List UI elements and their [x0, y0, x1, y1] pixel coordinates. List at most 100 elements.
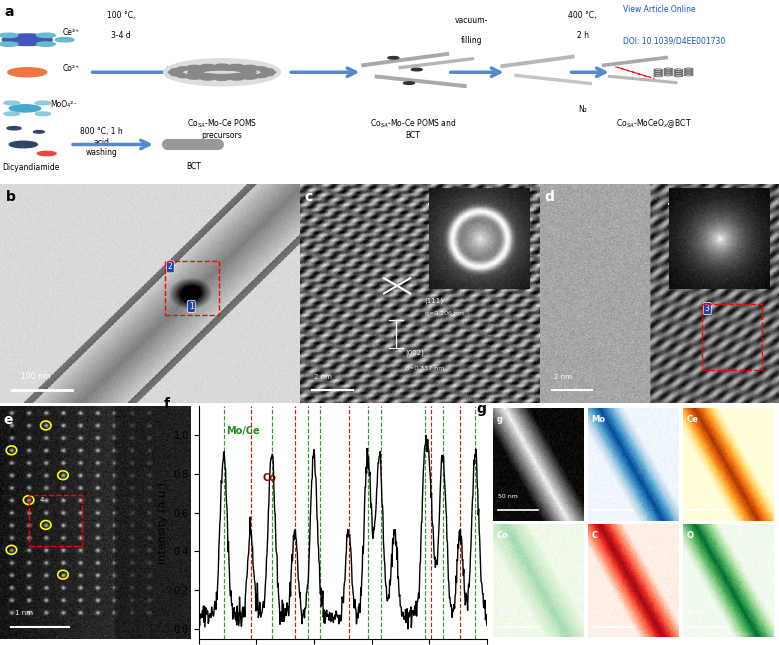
Text: 3-4 d: 3-4 d: [111, 31, 131, 40]
Text: g: g: [476, 402, 486, 416]
Text: Mo: Mo: [591, 415, 605, 424]
Circle shape: [33, 130, 44, 133]
Text: c: c: [305, 190, 313, 204]
Text: 50 nm: 50 nm: [687, 610, 707, 615]
Text: (111): (111): [425, 297, 444, 304]
Circle shape: [188, 70, 202, 74]
Circle shape: [188, 76, 202, 79]
Circle shape: [215, 74, 229, 77]
Circle shape: [168, 70, 182, 74]
Text: 3: 3: [705, 304, 710, 313]
Circle shape: [0, 42, 18, 46]
Circle shape: [193, 68, 207, 72]
Text: Ce³⁺: Ce³⁺: [62, 28, 79, 37]
Text: Mo/Ce: Mo/Ce: [226, 426, 259, 436]
Text: Co$_{SA}$-Mo-Ce POMS and
BCT: Co$_{SA}$-Mo-Ce POMS and BCT: [369, 117, 456, 141]
Text: 4: 4: [40, 497, 44, 502]
Text: a: a: [4, 5, 13, 19]
Text: e: e: [4, 413, 13, 428]
Circle shape: [231, 74, 245, 77]
Circle shape: [259, 68, 273, 72]
Text: 50 nm: 50 nm: [687, 494, 707, 499]
Circle shape: [388, 57, 399, 59]
Text: MoO₄²⁻: MoO₄²⁻: [51, 100, 78, 109]
Text: 1 nm: 1 nm: [16, 610, 33, 617]
Circle shape: [37, 42, 55, 46]
Text: acid
washing: acid washing: [86, 138, 117, 157]
Text: 10 nm⁻¹: 10 nm⁻¹: [432, 191, 457, 196]
Text: 2 nm: 2 nm: [314, 374, 332, 380]
Text: Dicyandiamide: Dicyandiamide: [2, 163, 60, 172]
Text: Co: Co: [262, 473, 276, 482]
Text: b: b: [6, 190, 16, 204]
Circle shape: [199, 74, 213, 77]
Text: 50 nm: 50 nm: [592, 610, 612, 615]
Circle shape: [411, 68, 422, 71]
Circle shape: [259, 73, 273, 76]
Text: (002): (002): [406, 350, 425, 357]
Text: C: C: [591, 531, 597, 540]
Circle shape: [177, 74, 191, 77]
Circle shape: [206, 74, 220, 77]
Circle shape: [224, 67, 238, 70]
Circle shape: [171, 68, 185, 72]
Circle shape: [171, 73, 185, 76]
Text: 100 nm: 100 nm: [21, 372, 50, 381]
Circle shape: [177, 67, 191, 70]
Text: DOI: 10.1039/D4EE001730: DOI: 10.1039/D4EE001730: [623, 36, 725, 45]
Circle shape: [237, 68, 251, 72]
Text: d=0.337 nm: d=0.337 nm: [406, 366, 445, 372]
Circle shape: [9, 141, 37, 148]
Text: filling: filling: [460, 36, 482, 45]
Text: 800 °C, 1 h: 800 °C, 1 h: [80, 126, 122, 135]
Text: N₂: N₂: [578, 105, 587, 114]
Circle shape: [224, 74, 238, 77]
Text: 1: 1: [189, 302, 194, 311]
Circle shape: [206, 67, 220, 70]
Circle shape: [200, 77, 214, 80]
Text: vacuum-: vacuum-: [455, 17, 488, 26]
Circle shape: [253, 74, 267, 77]
Circle shape: [237, 73, 251, 76]
Circle shape: [242, 70, 256, 74]
Circle shape: [253, 67, 267, 70]
Circle shape: [188, 65, 202, 68]
Circle shape: [2, 34, 52, 46]
Circle shape: [241, 70, 255, 73]
Text: 10 nm⁻¹: 10 nm⁻¹: [671, 191, 697, 196]
Circle shape: [215, 77, 229, 81]
Circle shape: [4, 112, 19, 115]
Bar: [165, 261, 219, 315]
Text: 2: 2: [168, 263, 173, 272]
Text: 2 h: 2 h: [576, 31, 589, 40]
Circle shape: [8, 68, 47, 77]
Circle shape: [35, 112, 51, 115]
Text: d=0.206 nm: d=0.206 nm: [425, 312, 464, 317]
Text: 2 nm: 2 nm: [554, 374, 572, 380]
Text: Co$_{SA}$-MoCeO$_x$@BCT: Co$_{SA}$-MoCeO$_x$@BCT: [616, 117, 693, 130]
Circle shape: [242, 76, 256, 79]
Circle shape: [4, 101, 19, 104]
Circle shape: [241, 72, 255, 75]
Text: g: g: [497, 415, 502, 424]
Text: 50 nm: 50 nm: [498, 494, 517, 499]
Bar: [29, 495, 82, 546]
Text: 100 °C,: 100 °C,: [107, 11, 135, 20]
Circle shape: [215, 67, 229, 70]
Circle shape: [35, 101, 51, 104]
Circle shape: [193, 73, 207, 76]
Circle shape: [37, 152, 56, 155]
Text: f: f: [164, 397, 170, 411]
Bar: [703, 304, 763, 370]
Text: 400 °C,: 400 °C,: [569, 11, 597, 20]
Text: 50 nm: 50 nm: [592, 494, 612, 499]
Circle shape: [200, 64, 214, 68]
Circle shape: [37, 33, 55, 37]
Circle shape: [164, 59, 280, 86]
Text: Co: Co: [497, 531, 509, 540]
Y-axis label: Intensity (a.u.): Intensity (a.u.): [158, 481, 168, 564]
Text: Co$_{SA}$-Mo-Ce POMS
precursors: Co$_{SA}$-Mo-Ce POMS precursors: [187, 117, 257, 141]
Circle shape: [215, 64, 229, 67]
Circle shape: [55, 37, 74, 42]
Circle shape: [189, 70, 203, 73]
